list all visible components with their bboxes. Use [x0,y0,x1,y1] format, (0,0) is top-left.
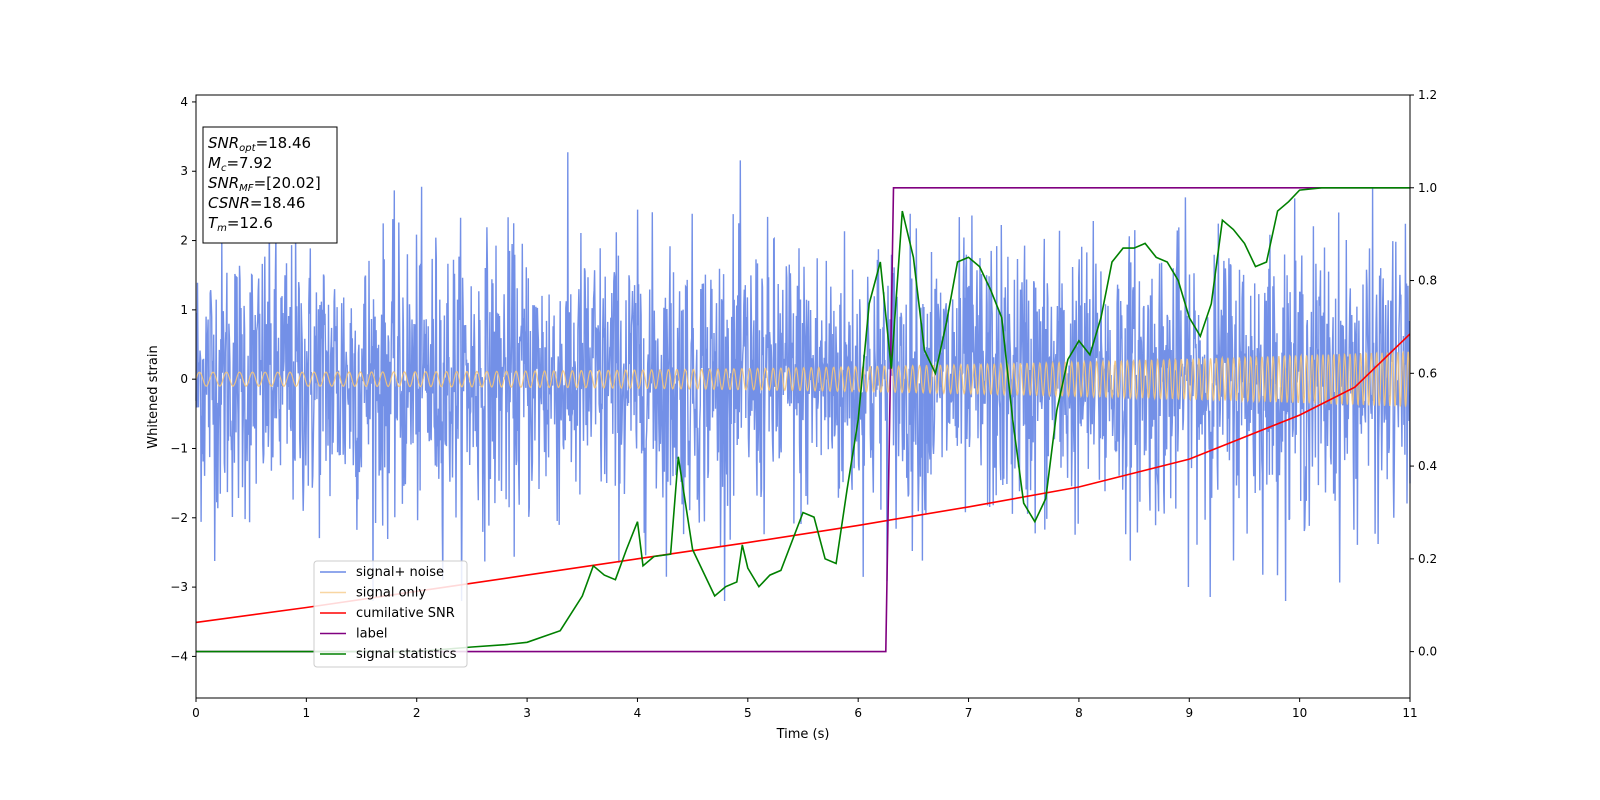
x-axis: 0 1 2 3 4 5 6 7 8 9 10 11 [192,698,1418,720]
annotation-line: Tm=12.6 [208,214,273,234]
y-right-tick-label: 0.2 [1418,552,1437,566]
legend-label: label [356,627,387,642]
legend-frame [313,560,468,668]
x-axis-label: Time (s) [776,727,830,742]
y-right-tick-label: 0.6 [1418,366,1437,380]
signal-only-line [195,350,1411,407]
signal-noise-series [195,152,1411,602]
y-left-tick-label: 2 [180,234,188,248]
x-tick-label: 3 [523,706,531,720]
annotation-line: Mc=7.92 [208,154,272,174]
y-right-tick-label: 0.8 [1418,274,1437,288]
legend-label: signal statistics [356,647,457,662]
x-tick-label: 7 [965,706,973,720]
x-tick-label: 9 [1185,706,1193,720]
annotation-line: SNRMF=[20.02] [208,174,321,194]
x-tick-label: 4 [634,706,642,720]
x-tick-label: 6 [854,706,862,720]
x-tick-label: 0 [192,706,200,720]
y-left-tick-label: −3 [170,580,188,594]
y-left-tick-label: 1 [180,303,188,317]
y-axis-right: 0.0 0.2 0.4 0.6 0.8 1.0 1.2 [1410,88,1437,659]
legend: signal+ noise signal only cumilative SNR la… [313,560,468,668]
x-tick-label: 10 [1292,706,1307,720]
label-line [196,187,1410,653]
y-right-tick-label: 1.0 [1418,181,1437,195]
annotation-frame [202,126,338,244]
legend-label: cumilative SNR [356,606,455,621]
x-tick-label: 8 [1075,706,1083,720]
signal-noise-line [195,152,1411,602]
stats-annotation-box: SNRopt=18.46Mc=7.92SNRMF=[20.02]CSNR=18.… [202,126,338,244]
y-left-tick-label: −4 [170,649,188,663]
y-right-tick-label: 0.0 [1418,645,1437,659]
legend-label: signal only [356,586,426,601]
x-tick-label: 2 [413,706,421,720]
annotation-line: SNRopt=18.46 [208,134,311,154]
y-axis-left: −4 −3 −2 −1 0 1 2 3 4 [170,95,196,663]
y-left-tick-label: 4 [180,95,188,109]
annotation-line: CSNR=18.46 [208,194,305,212]
x-tick-label: 11 [1402,706,1417,720]
y-left-tick-label: 3 [180,164,188,178]
plot-frame [195,94,1411,699]
y-axis-label: Whitened strain [146,345,161,448]
y-right-tick-label: 0.4 [1418,459,1437,473]
x-tick-label: 5 [744,706,752,720]
legend-label: signal+ noise [356,565,444,580]
y-left-tick-label: −1 [170,441,188,455]
y-left-tick-label: −2 [170,511,188,525]
y-right-tick-label: 1.2 [1418,88,1437,102]
signal-only-series [195,350,1411,407]
x-tick-label: 1 [303,706,311,720]
signal-statistics-line [196,187,1410,653]
y-left-tick-label: 0 [180,372,188,386]
